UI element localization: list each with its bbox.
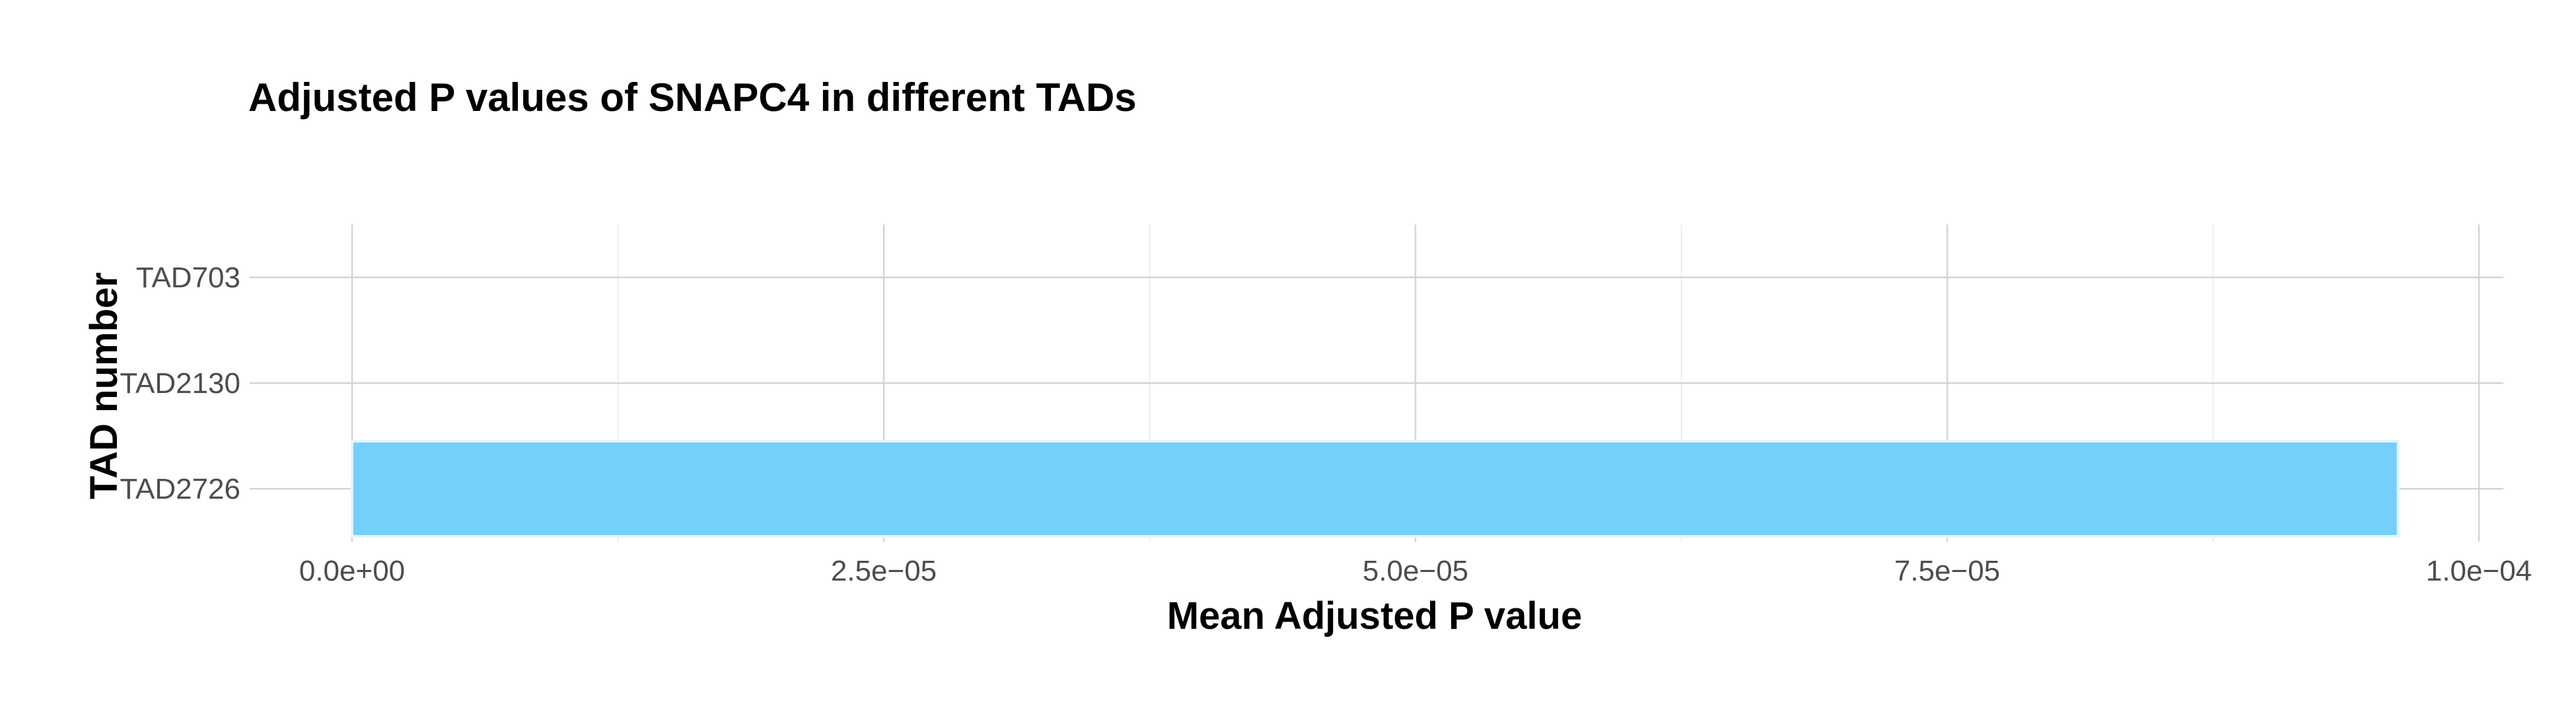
x-tick-label: 7.5e−05 (1894, 555, 2000, 587)
y-tick-label: TAD703 (136, 262, 240, 294)
y-tick-label: TAD2130 (120, 367, 240, 400)
y-tick-label: TAD2726 (120, 473, 240, 505)
bar-tad2726 (352, 441, 2398, 536)
chart-title: Adjusted P values of SNAPC4 in different… (248, 75, 1137, 120)
x-tick-label: 5.0e−05 (1363, 555, 1468, 587)
x-tick-label: 1.0e−04 (2426, 555, 2532, 587)
x-tick-label: 2.5e−05 (831, 555, 937, 587)
bars (352, 441, 2398, 536)
y-axis-title: TAD number (83, 272, 125, 499)
x-axis-title: Mean Adjusted P value (1167, 594, 1583, 637)
x-tick-label: 0.0e+00 (299, 555, 405, 587)
